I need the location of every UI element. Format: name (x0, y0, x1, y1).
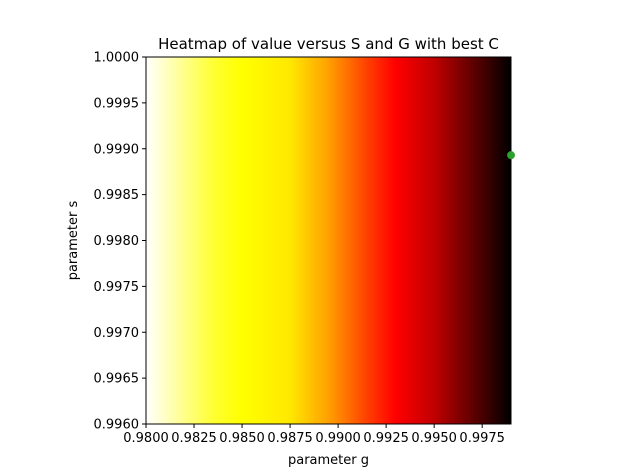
y-tick-label: 0.9965 (94, 372, 140, 387)
y-tick-label: 0.9975 (94, 280, 140, 295)
y-tick-label: 0.9980 (94, 234, 140, 249)
y-tick-label: 0.9985 (94, 188, 140, 203)
y-tick-label: 0.9995 (94, 96, 140, 111)
x-tick-label: 0.9925 (363, 431, 409, 446)
heatmap-area (146, 57, 511, 424)
y-tick-label: 1.0000 (94, 51, 140, 66)
y-tick-label: 0.9990 (94, 142, 140, 157)
y-tick-label: 0.9960 (94, 418, 140, 433)
y-axis-label: parameter s (66, 201, 81, 281)
y-axis-ticks: 0.9960 0.9965 0.9970 0.9975 0.9980 0.9985 0.99… (94, 51, 146, 433)
x-tick-label: 0.9850 (219, 431, 265, 446)
x-tick-label: 0.9900 (315, 431, 361, 446)
x-tick-label: 0.9800 (123, 431, 169, 446)
x-axis-label: parameter g (288, 453, 369, 468)
chart-title: Heatmap of value versus S and G with bes… (158, 35, 499, 53)
x-axis-ticks: 0.9800 0.9825 0.9850 0.9875 0.9900 0.9925 0.99… (123, 424, 505, 446)
x-tick-label: 0.9975 (459, 431, 505, 446)
best-point-marker (507, 151, 515, 160)
x-tick-label: 0.9875 (267, 431, 313, 446)
y-tick-label: 0.9970 (94, 326, 140, 341)
x-tick-label: 0.9825 (171, 431, 217, 446)
x-tick-label: 0.9950 (411, 431, 457, 446)
